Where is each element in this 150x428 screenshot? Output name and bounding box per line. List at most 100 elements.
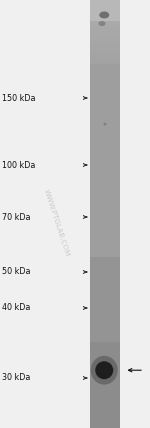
Text: 30 kDa: 30 kDa xyxy=(2,374,30,383)
Bar xyxy=(90,111,120,113)
Bar xyxy=(90,212,120,214)
Bar xyxy=(90,370,120,372)
Bar xyxy=(90,342,120,345)
Bar xyxy=(90,171,120,173)
Bar xyxy=(90,280,120,282)
Bar xyxy=(90,220,120,223)
Bar xyxy=(90,68,120,71)
Bar xyxy=(90,227,120,229)
Bar xyxy=(90,133,120,135)
Bar xyxy=(90,233,120,235)
Bar xyxy=(90,175,120,178)
Bar xyxy=(90,347,120,349)
Bar xyxy=(90,255,120,257)
Bar xyxy=(90,60,120,62)
Bar xyxy=(90,338,120,340)
Bar xyxy=(90,203,120,205)
Bar xyxy=(90,90,120,92)
Bar xyxy=(90,353,120,355)
Ellipse shape xyxy=(99,12,109,18)
Bar xyxy=(90,4,120,6)
Bar xyxy=(90,167,120,169)
Bar xyxy=(90,51,120,54)
Bar xyxy=(90,178,120,180)
Bar xyxy=(90,291,120,293)
Bar xyxy=(90,300,120,302)
Bar xyxy=(90,11,120,13)
Bar xyxy=(90,374,120,377)
Bar xyxy=(90,122,120,124)
Bar xyxy=(90,137,120,139)
Bar xyxy=(90,0,120,2)
Bar xyxy=(90,336,120,338)
Bar xyxy=(90,41,120,43)
Bar xyxy=(90,86,120,88)
Bar xyxy=(90,109,120,111)
Bar xyxy=(90,332,120,334)
Bar xyxy=(90,113,120,116)
Bar xyxy=(90,330,120,332)
Bar xyxy=(90,77,120,79)
Bar xyxy=(90,265,120,268)
Bar xyxy=(90,248,120,250)
Bar xyxy=(90,349,120,351)
Bar xyxy=(90,195,120,197)
Bar xyxy=(90,152,120,154)
Bar xyxy=(90,19,120,21)
Bar xyxy=(90,392,120,394)
Bar xyxy=(90,312,120,315)
Bar xyxy=(90,424,120,426)
Text: WWW.PTGLAB.COM: WWW.PTGLAB.COM xyxy=(43,188,71,257)
Bar xyxy=(90,169,120,171)
Bar xyxy=(90,325,120,327)
Bar xyxy=(90,36,120,39)
Bar xyxy=(90,94,120,96)
Bar xyxy=(90,417,120,419)
Bar xyxy=(90,188,120,190)
Ellipse shape xyxy=(99,21,105,26)
Bar xyxy=(90,253,120,255)
Bar xyxy=(90,49,120,51)
Bar xyxy=(90,368,120,370)
Bar xyxy=(90,268,120,270)
Bar xyxy=(90,120,120,122)
Bar xyxy=(90,274,120,276)
Bar xyxy=(90,98,120,101)
Bar xyxy=(90,229,120,231)
Bar xyxy=(90,199,120,201)
Bar xyxy=(90,263,120,265)
Bar xyxy=(90,182,120,184)
Bar xyxy=(90,26,120,28)
Bar xyxy=(90,163,120,165)
Bar xyxy=(90,321,120,323)
Bar xyxy=(90,306,120,308)
Bar xyxy=(90,54,120,56)
Bar xyxy=(90,270,120,272)
Bar xyxy=(90,154,120,156)
Bar xyxy=(90,13,120,15)
Bar xyxy=(90,88,120,90)
Bar xyxy=(90,364,120,366)
Bar xyxy=(90,238,120,240)
Bar xyxy=(90,297,120,300)
Bar xyxy=(90,302,120,304)
Bar xyxy=(90,295,120,297)
Bar xyxy=(90,413,120,415)
Bar xyxy=(90,24,120,26)
Bar xyxy=(90,205,120,208)
Bar xyxy=(90,419,120,422)
Bar xyxy=(90,180,120,182)
Bar xyxy=(90,148,120,150)
Bar xyxy=(90,131,120,133)
Bar xyxy=(90,6,120,9)
Bar xyxy=(90,17,120,19)
Bar xyxy=(90,30,120,32)
Bar xyxy=(90,315,120,317)
Bar xyxy=(90,56,120,58)
Bar xyxy=(90,276,120,278)
Bar xyxy=(90,116,120,118)
Bar xyxy=(90,124,120,126)
Bar xyxy=(90,21,120,24)
Bar xyxy=(90,83,120,86)
Bar xyxy=(90,66,120,68)
